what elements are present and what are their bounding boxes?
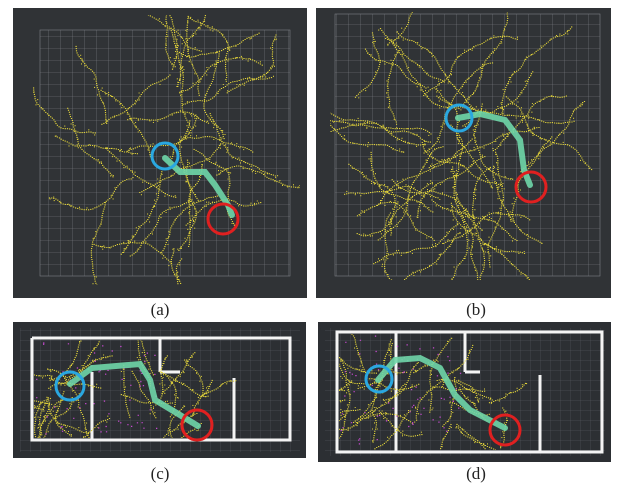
caption: (b) <box>466 300 486 319</box>
caption: (d) <box>466 464 486 483</box>
panel-a <box>13 8 307 298</box>
panel-d <box>318 322 611 462</box>
grid <box>40 30 290 276</box>
page: (a) (b) (c) (d) (() => { const data = JS… <box>0 0 621 487</box>
caption: (c) <box>151 464 170 483</box>
figure: (a) (b) (c) (d) <box>0 0 621 487</box>
caption: (a) <box>151 300 170 319</box>
